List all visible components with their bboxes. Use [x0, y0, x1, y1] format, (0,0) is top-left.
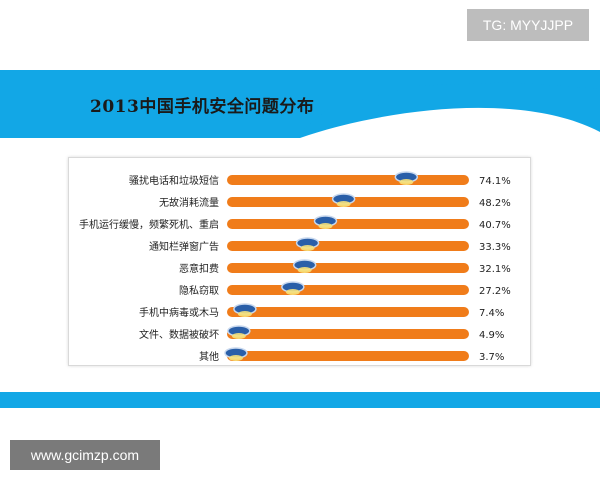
- value-marker-glow: [318, 223, 333, 229]
- category-label: 手机中病毒或木马: [139, 306, 219, 319]
- value-label: 40.7%: [479, 220, 511, 231]
- value-marker-glow: [297, 267, 312, 273]
- value-label: 74.1%: [479, 176, 511, 187]
- category-label: 文件、数据被破坏: [139, 328, 219, 341]
- chart-panel: 骚扰电话和垃圾短信 74.1% 无故消耗流量 48.2% 手机运行缓慢，频繁死机、重启 4…: [68, 157, 531, 366]
- value-label: 7.4%: [479, 308, 504, 319]
- bar-chart: 骚扰电话和垃圾短信 74.1% 无故消耗流量 48.2% 手机运行缓慢，频繁死机、重启 4…: [79, 171, 511, 363]
- category-label: 恶意扣费: [179, 262, 219, 275]
- category-label: 无故消耗流量: [159, 196, 219, 209]
- bar: [227, 175, 469, 185]
- bar: [227, 241, 469, 251]
- category-label: 隐私窃取: [179, 284, 219, 297]
- bottom-banner: [0, 392, 600, 408]
- category-label: 通知栏弹窗广告: [149, 240, 219, 253]
- value-marker-glow: [231, 333, 246, 339]
- value-marker-glow: [399, 179, 414, 185]
- value-label: 27.2%: [479, 286, 511, 297]
- bar: [227, 329, 469, 339]
- category-label: 骚扰电话和垃圾短信: [129, 174, 219, 187]
- bar: [227, 307, 469, 317]
- value-marker-glow: [228, 355, 243, 361]
- value-marker-glow: [300, 245, 315, 251]
- value-label: 32.1%: [479, 264, 511, 275]
- chart-title: 2013中国手机安全问题分布: [90, 97, 315, 117]
- bar: [227, 263, 469, 273]
- bar: [227, 351, 469, 361]
- watermark-tg: TG: MYYJJPP: [467, 9, 589, 41]
- category-label: 其他: [199, 350, 219, 363]
- value-label: 4.9%: [479, 330, 504, 341]
- value-marker-glow: [237, 311, 252, 317]
- value-marker-glow: [285, 289, 300, 295]
- bar: [227, 285, 469, 295]
- bar: [227, 219, 469, 229]
- value-marker-glow: [336, 201, 351, 207]
- value-label: 3.7%: [479, 352, 504, 363]
- watermark-site: www.gcimzp.com: [10, 440, 160, 470]
- value-label: 33.3%: [479, 242, 511, 253]
- category-label: 手机运行缓慢，频繁死机、重启: [79, 218, 219, 231]
- value-label: 48.2%: [479, 198, 511, 209]
